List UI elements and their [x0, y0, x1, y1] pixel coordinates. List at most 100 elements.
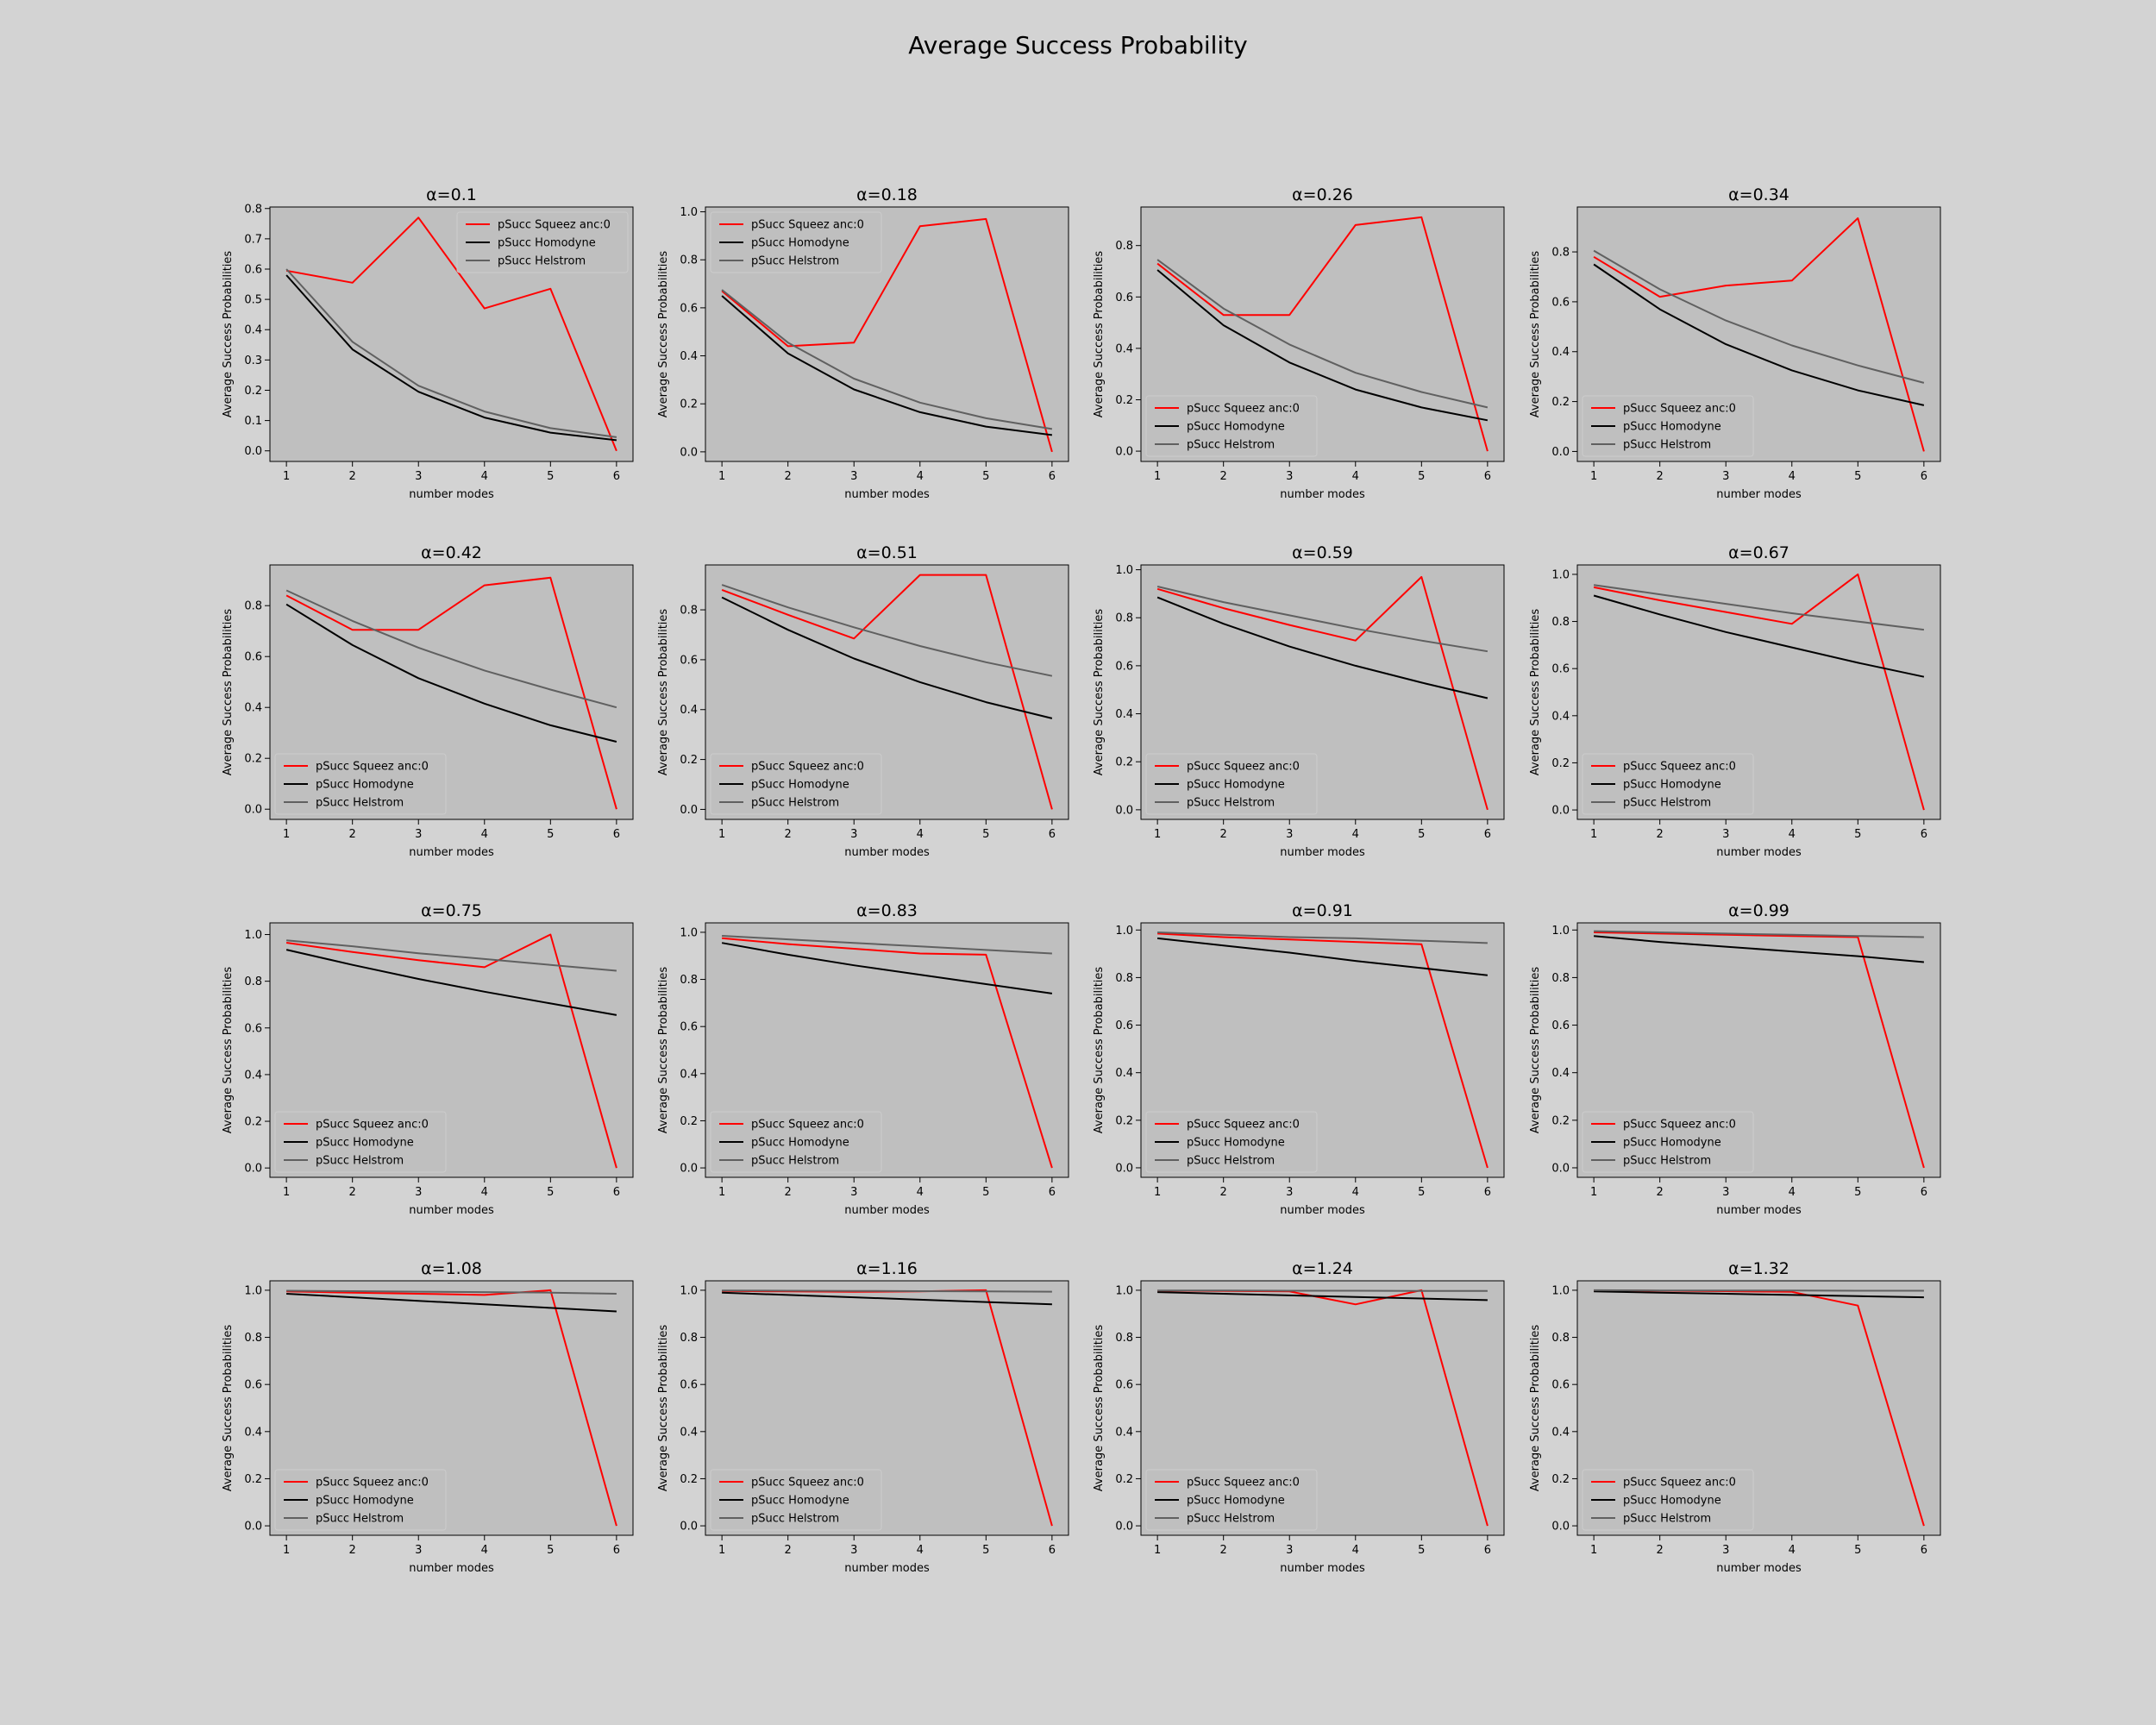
y-tick-label: 0.0 [1551, 446, 1570, 459]
y-tick-label: 0.4 [1115, 342, 1133, 355]
legend-box [1145, 1111, 1318, 1173]
y-tick-label: 0.8 [244, 203, 262, 216]
x-tick-label: 5 [547, 1544, 554, 1557]
x-tick-label: 4 [1352, 1186, 1359, 1199]
y-tick-label: 0.8 [1115, 612, 1133, 625]
legend-box [456, 211, 629, 273]
x-tick-label: 3 [850, 1544, 857, 1557]
legend-label: pSucc Homodyne [1623, 1495, 1721, 1508]
y-tick-label: 0.2 [680, 398, 698, 411]
series-line-1 [285, 216, 617, 452]
x-tick-label: 1 [1154, 1186, 1161, 1199]
x-tick-label: 1 [1590, 828, 1597, 841]
legend: pSucc Squeez anc:0 pSucc Homodyne pSucc He… [1582, 1469, 1754, 1531]
y-tick-label: 0.0 [1115, 1162, 1133, 1175]
axes-frame [1576, 564, 1941, 820]
series-line-3 [721, 584, 1053, 677]
legend-box [1145, 753, 1318, 815]
subplot-1: α=0.1 1 2 3 4 5 6 0.0 0.1 0.2 0.3 0.4 0.5 0.6 0.7 0.8 nu… [222, 185, 634, 501]
x-tick-label: 5 [1854, 1186, 1861, 1199]
legend-label: pSucc Homodyne [1187, 1137, 1285, 1150]
x-tick-label: 2 [349, 1544, 356, 1557]
x-axis-label: number modes [844, 846, 930, 859]
x-tick-label: 1 [1154, 828, 1161, 841]
series-line-1 [722, 937, 1053, 1169]
y-tick-label: 0.2 [1551, 396, 1570, 409]
x-tick-label: 5 [1854, 828, 1861, 841]
series-line-2 [721, 942, 1053, 994]
series-line-2 [285, 949, 617, 1016]
x-tick-label: 1 [283, 828, 290, 841]
y-tick-label: 0.0 [680, 804, 698, 817]
x-axis-label: number modes [1716, 846, 1802, 859]
y-tick-label: 0.4 [680, 1426, 698, 1439]
legend-label: pSucc Homodyne [1623, 421, 1721, 434]
legend-label: pSucc Helstrom [751, 1513, 839, 1526]
series-line-3 [722, 1289, 1052, 1293]
y-tick-label: 1.0 [1115, 1284, 1133, 1297]
y-tick-label: 1.0 [1115, 564, 1133, 577]
x-tick-label: 6 [1484, 828, 1491, 841]
y-axis-label: Average Success Probabilities [1093, 1325, 1106, 1492]
series-line-2 [1156, 269, 1489, 422]
series-line-1 [1593, 217, 1925, 452]
y-tick-label: 0.0 [1115, 446, 1133, 459]
series-line-1 [285, 933, 617, 1169]
x-tick-label: 6 [1484, 1544, 1491, 1557]
x-tick-label: 1 [1590, 1186, 1597, 1199]
legend-label: pSucc Homodyne [751, 779, 849, 792]
x-tick-label: 5 [1418, 1186, 1425, 1199]
legend-label: pSucc Homodyne [751, 1495, 849, 1508]
series-line-2 [285, 603, 617, 743]
legend-label: pSucc Helstrom [1187, 1513, 1275, 1526]
subplot-13: α=1.08 1 2 3 4 5 6 0.0 0.2 0.4 0.6 0.8 1.0 number mod… [222, 1259, 634, 1575]
y-tick-label: 0.6 [1551, 1019, 1570, 1032]
x-tick-label: 3 [1722, 470, 1729, 483]
x-tick-label: 2 [1220, 1544, 1227, 1557]
y-tick-label: 0.2 [1115, 1114, 1133, 1127]
x-tick-label: 3 [1286, 1544, 1293, 1557]
y-tick-label: 0.4 [244, 1069, 262, 1082]
axes-frame [269, 206, 634, 462]
x-tick-label: 2 [1220, 470, 1227, 483]
legend-label: pSucc Helstrom [316, 1155, 404, 1168]
y-tick-label: 0.0 [680, 1163, 698, 1176]
x-tick-label: 5 [982, 1544, 989, 1557]
legend-label: pSucc Squeez anc:0 [1187, 1119, 1300, 1132]
x-tick-label: 1 [283, 1186, 290, 1199]
series-line-1 [721, 574, 1053, 810]
x-tick-label: 6 [613, 1544, 620, 1557]
y-tick-label: 0.6 [1115, 292, 1133, 304]
series-line-1 [1156, 575, 1489, 811]
x-tick-label: 1 [283, 470, 290, 483]
x-tick-label: 1 [1154, 470, 1161, 483]
series-line-2 [1594, 935, 1924, 963]
axes-frame [705, 1280, 1069, 1536]
x-tick-label: 3 [1286, 828, 1293, 841]
x-axis-label: number modes [1716, 1562, 1802, 1575]
legend-label: pSucc Squeez anc:0 [1187, 403, 1300, 416]
y-axis-label: Average Success Probabilities [1093, 251, 1106, 418]
y-tick-label: 0.2 [244, 1473, 262, 1486]
legend: pSucc Squeez anc:0 pSucc Homodyne pSucc He… [1145, 395, 1318, 457]
y-tick-label: 0.6 [1115, 1379, 1133, 1392]
y-tick-label: 1.0 [1551, 925, 1570, 938]
x-tick-label: 6 [1921, 828, 1927, 841]
subplot-title: α=0.26 [1292, 185, 1353, 204]
legend-label: pSucc Squeez anc:0 [498, 219, 611, 232]
x-tick-label: 4 [481, 470, 488, 483]
x-tick-label: 4 [1789, 1186, 1796, 1199]
x-tick-label: 4 [481, 828, 488, 841]
x-tick-label: 2 [349, 470, 356, 483]
x-tick-label: 4 [917, 1186, 924, 1199]
axes-frame [705, 564, 1069, 820]
legend-label: pSucc Homodyne [751, 237, 849, 250]
y-tick-label: 0.4 [1551, 1067, 1570, 1080]
y-tick-label: 0.6 [1551, 663, 1570, 676]
legend-label: pSucc Homodyne [498, 237, 596, 250]
legend: pSucc Squeez anc:0 pSucc Homodyne pSucc He… [1582, 1111, 1754, 1173]
x-axis-label: number modes [844, 1562, 930, 1575]
subplot-title: α=1.32 [1728, 1259, 1789, 1278]
x-tick-label: 5 [1854, 1544, 1861, 1557]
y-tick-label: 0.8 [1551, 1332, 1570, 1345]
